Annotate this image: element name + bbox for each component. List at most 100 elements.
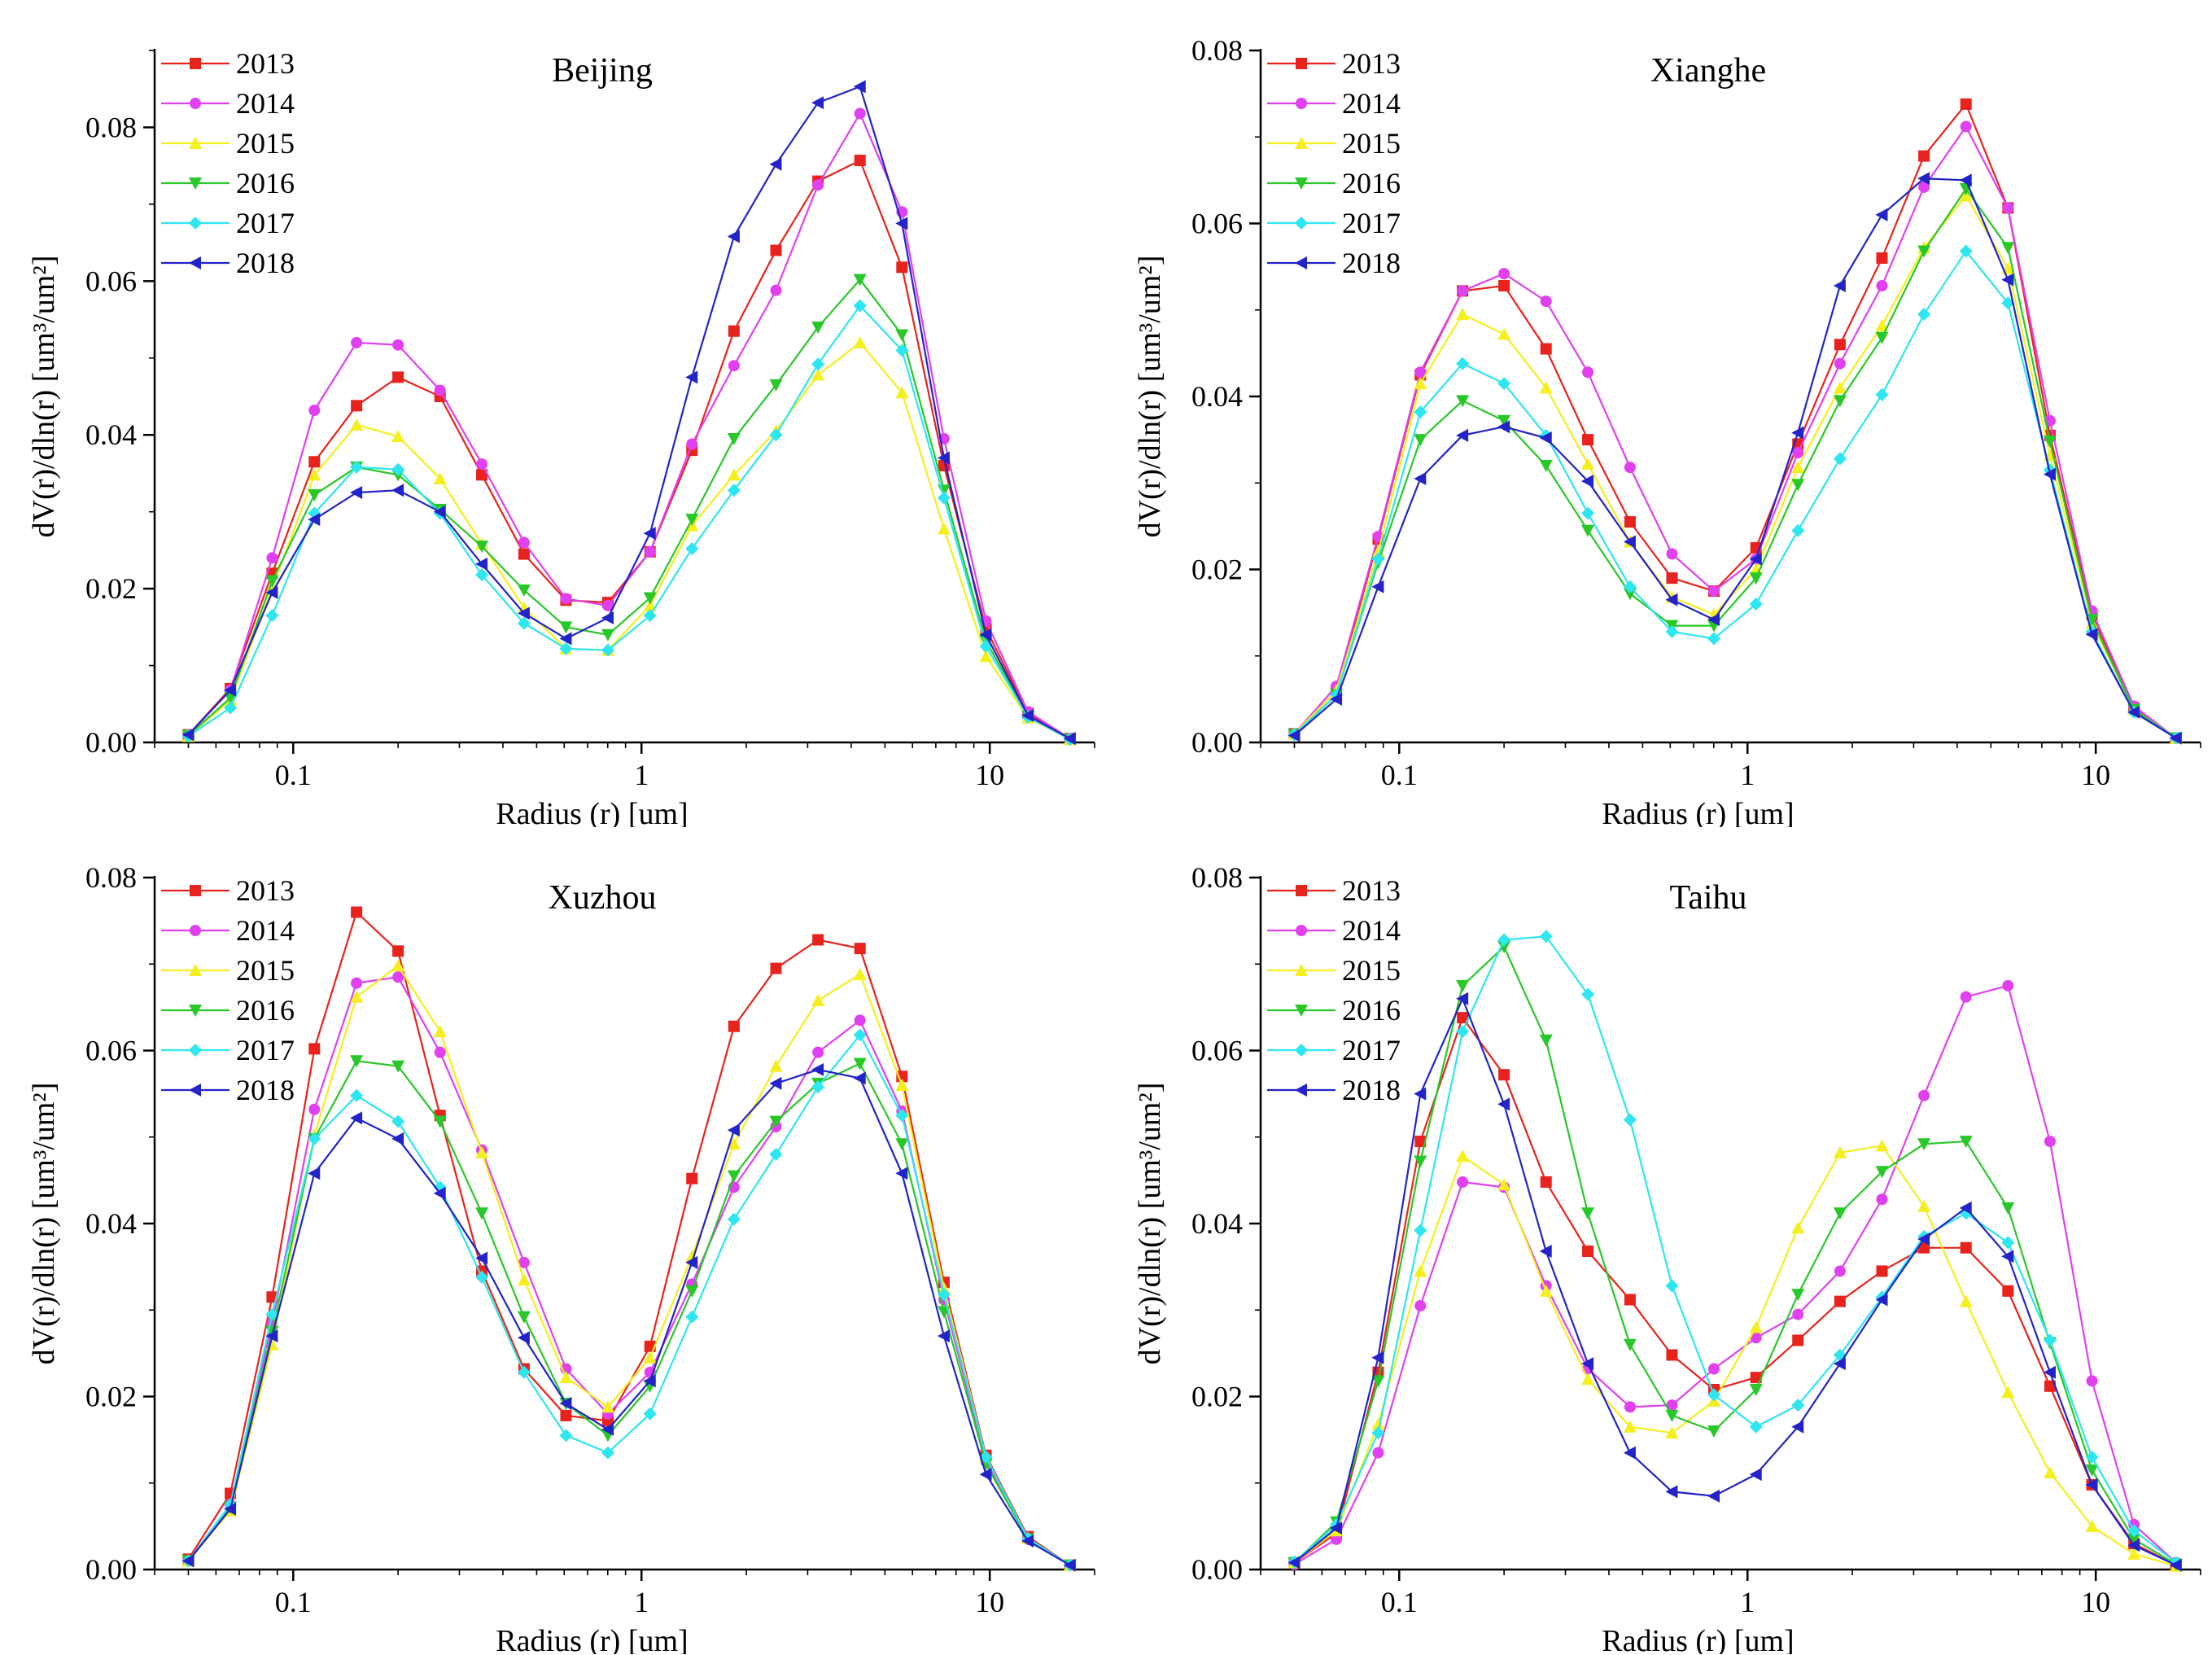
series-line-2014	[1293, 984, 2177, 1565]
data-point	[559, 1371, 573, 1384]
data-point	[1834, 1295, 1846, 1307]
data-point	[1330, 1521, 1343, 1535]
data-point	[1581, 1373, 1595, 1386]
y-tick-label: 0.08	[85, 861, 137, 894]
legend-label-2013: 2013	[1342, 874, 1401, 907]
data-point	[1876, 252, 1888, 264]
data-point	[1665, 1426, 1679, 1439]
data-point	[937, 1329, 950, 1343]
legend-label-2016: 2016	[1342, 994, 1401, 1027]
legend-marker-2017	[189, 1044, 202, 1057]
data-point	[1918, 1241, 1930, 1254]
data-point	[601, 1422, 614, 1436]
data-point	[1582, 366, 1594, 379]
legend-label-2015: 2015	[236, 127, 295, 160]
data-point	[979, 628, 992, 641]
data-point	[601, 643, 614, 657]
legend-marker-2017	[189, 217, 202, 230]
data-point	[1456, 1025, 1470, 1039]
y-tick-label: 0.00	[1191, 726, 1243, 759]
data-point	[1581, 987, 1595, 1001]
data-point	[1749, 1320, 1763, 1333]
data-point	[1063, 1558, 1076, 1572]
data-point	[2169, 731, 2182, 745]
data-point	[476, 458, 488, 471]
data-point	[1456, 357, 1470, 370]
x-tick-label: 10	[2081, 1586, 2110, 1618]
data-point	[2127, 1547, 2141, 1560]
data-point	[559, 641, 573, 655]
legend-marker-2016	[1295, 1005, 1308, 1017]
series-line-2013	[187, 910, 1071, 1566]
data-point	[853, 1028, 867, 1042]
legend-label-2017: 2017	[1342, 1034, 1401, 1066]
data-point	[896, 261, 908, 274]
data-point	[351, 977, 363, 989]
data-point	[1666, 548, 1678, 560]
data-point	[811, 357, 825, 371]
data-point	[1707, 1363, 1720, 1375]
chart-panel-xianghe: 0.1 1 10 0.00 0.02 0.04 0.06 0.08 Radius (r) [um…	[1106, 0, 2212, 827]
x-tick-label: 0.1	[1381, 1586, 1418, 1618]
data-point	[224, 683, 237, 697]
data-point	[769, 157, 782, 171]
data-point	[1917, 245, 1931, 258]
data-point	[2043, 1365, 2056, 1379]
data-point	[1414, 1155, 1427, 1168]
data-point	[1539, 930, 1553, 944]
data-point	[1371, 1351, 1384, 1364]
data-point	[1457, 285, 1469, 297]
x-tick-label: 0.1	[275, 759, 312, 791]
data-point	[1414, 434, 1427, 447]
data-point	[308, 1167, 321, 1180]
data-point	[1581, 506, 1595, 520]
data-point	[601, 599, 614, 611]
data-point	[979, 650, 993, 663]
data-point	[1917, 308, 1931, 322]
data-point	[559, 1429, 573, 1443]
data-point	[1833, 1357, 1846, 1371]
data-point	[1457, 1012, 1469, 1024]
series-line-2014	[187, 111, 1071, 740]
data-point	[1624, 1401, 1636, 1413]
data-point	[1498, 280, 1510, 291]
data-point	[2127, 1539, 2140, 1552]
y-tick-label: 0.04	[85, 1207, 137, 1240]
data-point	[685, 370, 698, 384]
data-point	[770, 284, 782, 296]
data-point	[937, 491, 951, 505]
legend-marker-2018	[1295, 1084, 1307, 1097]
chart-title: Xianghe	[1650, 52, 1766, 90]
data-point	[937, 522, 951, 535]
data-point	[1414, 405, 1427, 419]
data-point	[1371, 1375, 1385, 1388]
data-point	[1666, 1399, 1678, 1412]
data-point	[265, 1307, 279, 1321]
y-axis-label: dV(r)/dln(r) [um³/um²]	[1133, 256, 1167, 538]
data-point	[475, 1207, 489, 1220]
data-point	[1959, 244, 1973, 258]
data-point	[727, 468, 741, 481]
y-tick-label: 0.04	[1191, 380, 1243, 413]
data-point	[2001, 296, 2015, 310]
data-point	[350, 1088, 364, 1102]
data-point	[685, 514, 699, 527]
legend-label-2015: 2015	[236, 954, 295, 987]
data-point	[1497, 941, 1511, 953]
data-point	[1707, 1388, 1720, 1402]
x-tick-label: 10	[975, 759, 1004, 791]
legend-label-2018: 2018	[1342, 247, 1401, 279]
legend: 2013 2014 2015 2016 2017 2018	[1267, 874, 1401, 1106]
data-point	[854, 1014, 866, 1027]
data-point	[853, 299, 867, 313]
data-point	[2127, 1524, 2141, 1538]
data-point	[2043, 1333, 2057, 1347]
data-point	[475, 541, 489, 554]
legend-marker-2015	[1295, 137, 1308, 149]
legend-marker-2014	[190, 925, 201, 936]
y-tick-label: 0.02	[85, 1381, 137, 1413]
data-point	[601, 1446, 614, 1460]
series-line-2018	[1293, 996, 2177, 1566]
data-point	[1875, 1293, 1888, 1307]
data-point	[1539, 431, 1552, 444]
